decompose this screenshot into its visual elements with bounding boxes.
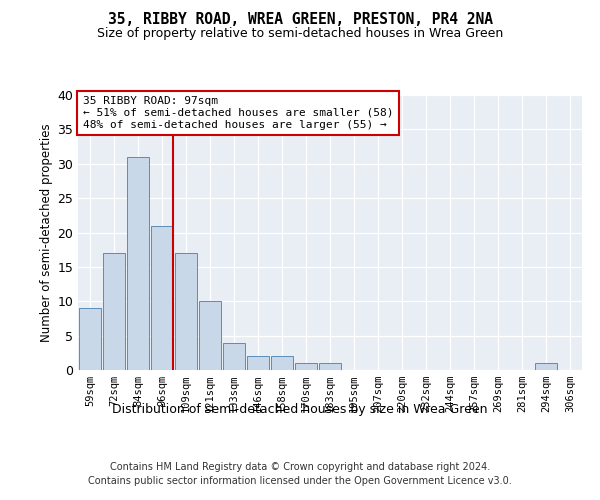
Text: Size of property relative to semi-detached houses in Wrea Green: Size of property relative to semi-detach… (97, 28, 503, 40)
Bar (151, 226, 173, 370)
Bar (103, 253, 125, 370)
Text: 35 RIBBY ROAD: 97sqm
← 51% of semi-detached houses are smaller (58)
48% of semi-: 35 RIBBY ROAD: 97sqm ← 51% of semi-detac… (83, 96, 394, 130)
Text: 35, RIBBY ROAD, WREA GREEN, PRESTON, PR4 2NA: 35, RIBBY ROAD, WREA GREEN, PRESTON, PR4… (107, 12, 493, 28)
Y-axis label: Number of semi-detached properties: Number of semi-detached properties (40, 123, 53, 342)
Text: Distribution of semi-detached houses by size in Wrea Green: Distribution of semi-detached houses by … (112, 402, 488, 415)
Bar (199, 301, 221, 370)
Bar (271, 356, 293, 370)
Bar (535, 363, 557, 370)
Bar (79, 308, 101, 370)
Bar (127, 157, 149, 370)
Bar (175, 253, 197, 370)
Bar (295, 363, 317, 370)
Text: Contains HM Land Registry data © Crown copyright and database right 2024.: Contains HM Land Registry data © Crown c… (110, 462, 490, 472)
Text: Contains public sector information licensed under the Open Government Licence v3: Contains public sector information licen… (88, 476, 512, 486)
Bar (319, 363, 341, 370)
Bar (247, 356, 269, 370)
Bar (223, 342, 245, 370)
